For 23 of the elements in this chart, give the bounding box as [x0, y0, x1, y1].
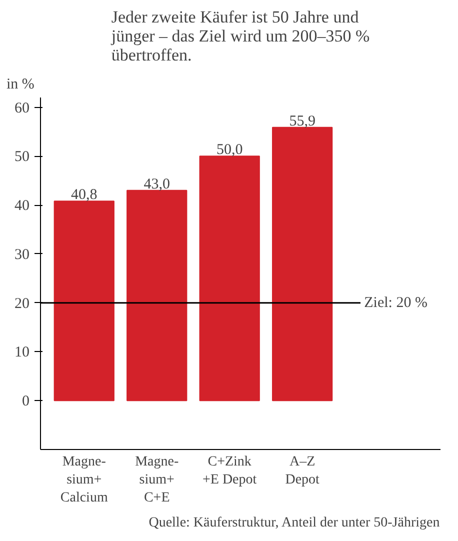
y-tick-label: 30	[14, 246, 30, 263]
source-note: Quelle: Käuferstruktur, Anteil der unter 50-Jährigen	[148, 516, 440, 530]
y-tick-label: 20	[14, 296, 30, 312]
bar	[272, 126, 333, 402]
data-label: 43,0	[144, 176, 170, 192]
y-tick-label: 60	[14, 100, 30, 116]
y-tick-label: 0	[22, 394, 30, 410]
x-tick-label: Magne- sium+ Calcium	[60, 454, 108, 506]
y-tick-label: 50	[14, 149, 30, 166]
ref-line-label: Ziel: 20 %	[364, 294, 428, 311]
data-label: 55,9	[289, 113, 316, 130]
y-tick-label: 40	[14, 198, 30, 214]
y-axis-title: in %	[6, 76, 34, 92]
bar	[126, 190, 188, 402]
data-label: 40,8	[71, 187, 98, 204]
data-label: 50,0	[216, 142, 243, 158]
chart-title: Jeder zweite Käufer ist 50 Jahre und jünger – das Ziel wird um 200–350 % übertroffen.	[110, 8, 370, 64]
x-tick-label: A–Z Depot	[285, 454, 320, 488]
bar	[54, 200, 114, 402]
bar	[199, 156, 260, 402]
y-tick-label: 10	[14, 344, 30, 361]
x-tick-label: C+Zink +E Depot	[202, 454, 257, 488]
x-tick-label: Magne- sium+ C+E	[135, 454, 179, 506]
